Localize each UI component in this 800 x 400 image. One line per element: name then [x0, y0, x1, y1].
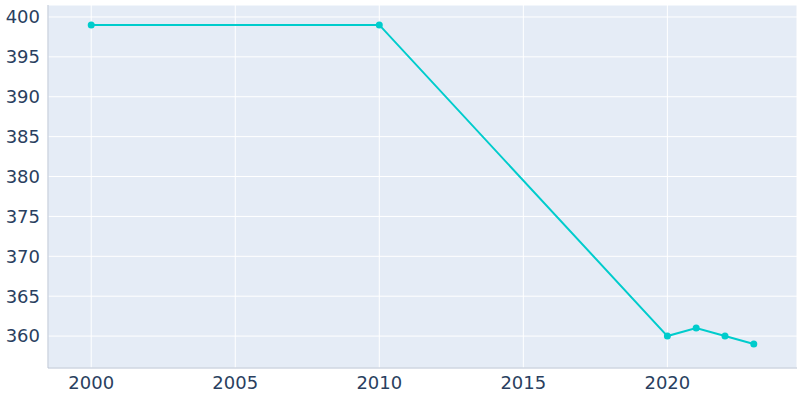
- svg-text:375: 375: [8, 206, 40, 227]
- svg-text:360: 360: [8, 325, 40, 346]
- svg-text:2020: 2020: [644, 372, 690, 393]
- svg-text:2000: 2000: [68, 372, 114, 393]
- svg-text:2005: 2005: [212, 372, 258, 393]
- svg-text:2015: 2015: [500, 372, 546, 393]
- svg-text:380: 380: [8, 166, 40, 187]
- svg-text:2010: 2010: [356, 372, 402, 393]
- svg-text:395: 395: [8, 46, 40, 67]
- svg-text:385: 385: [8, 126, 40, 147]
- svg-text:370: 370: [8, 246, 40, 267]
- svg-text:390: 390: [8, 86, 40, 107]
- svg-text:400: 400: [8, 6, 40, 27]
- svg-text:365: 365: [8, 286, 40, 307]
